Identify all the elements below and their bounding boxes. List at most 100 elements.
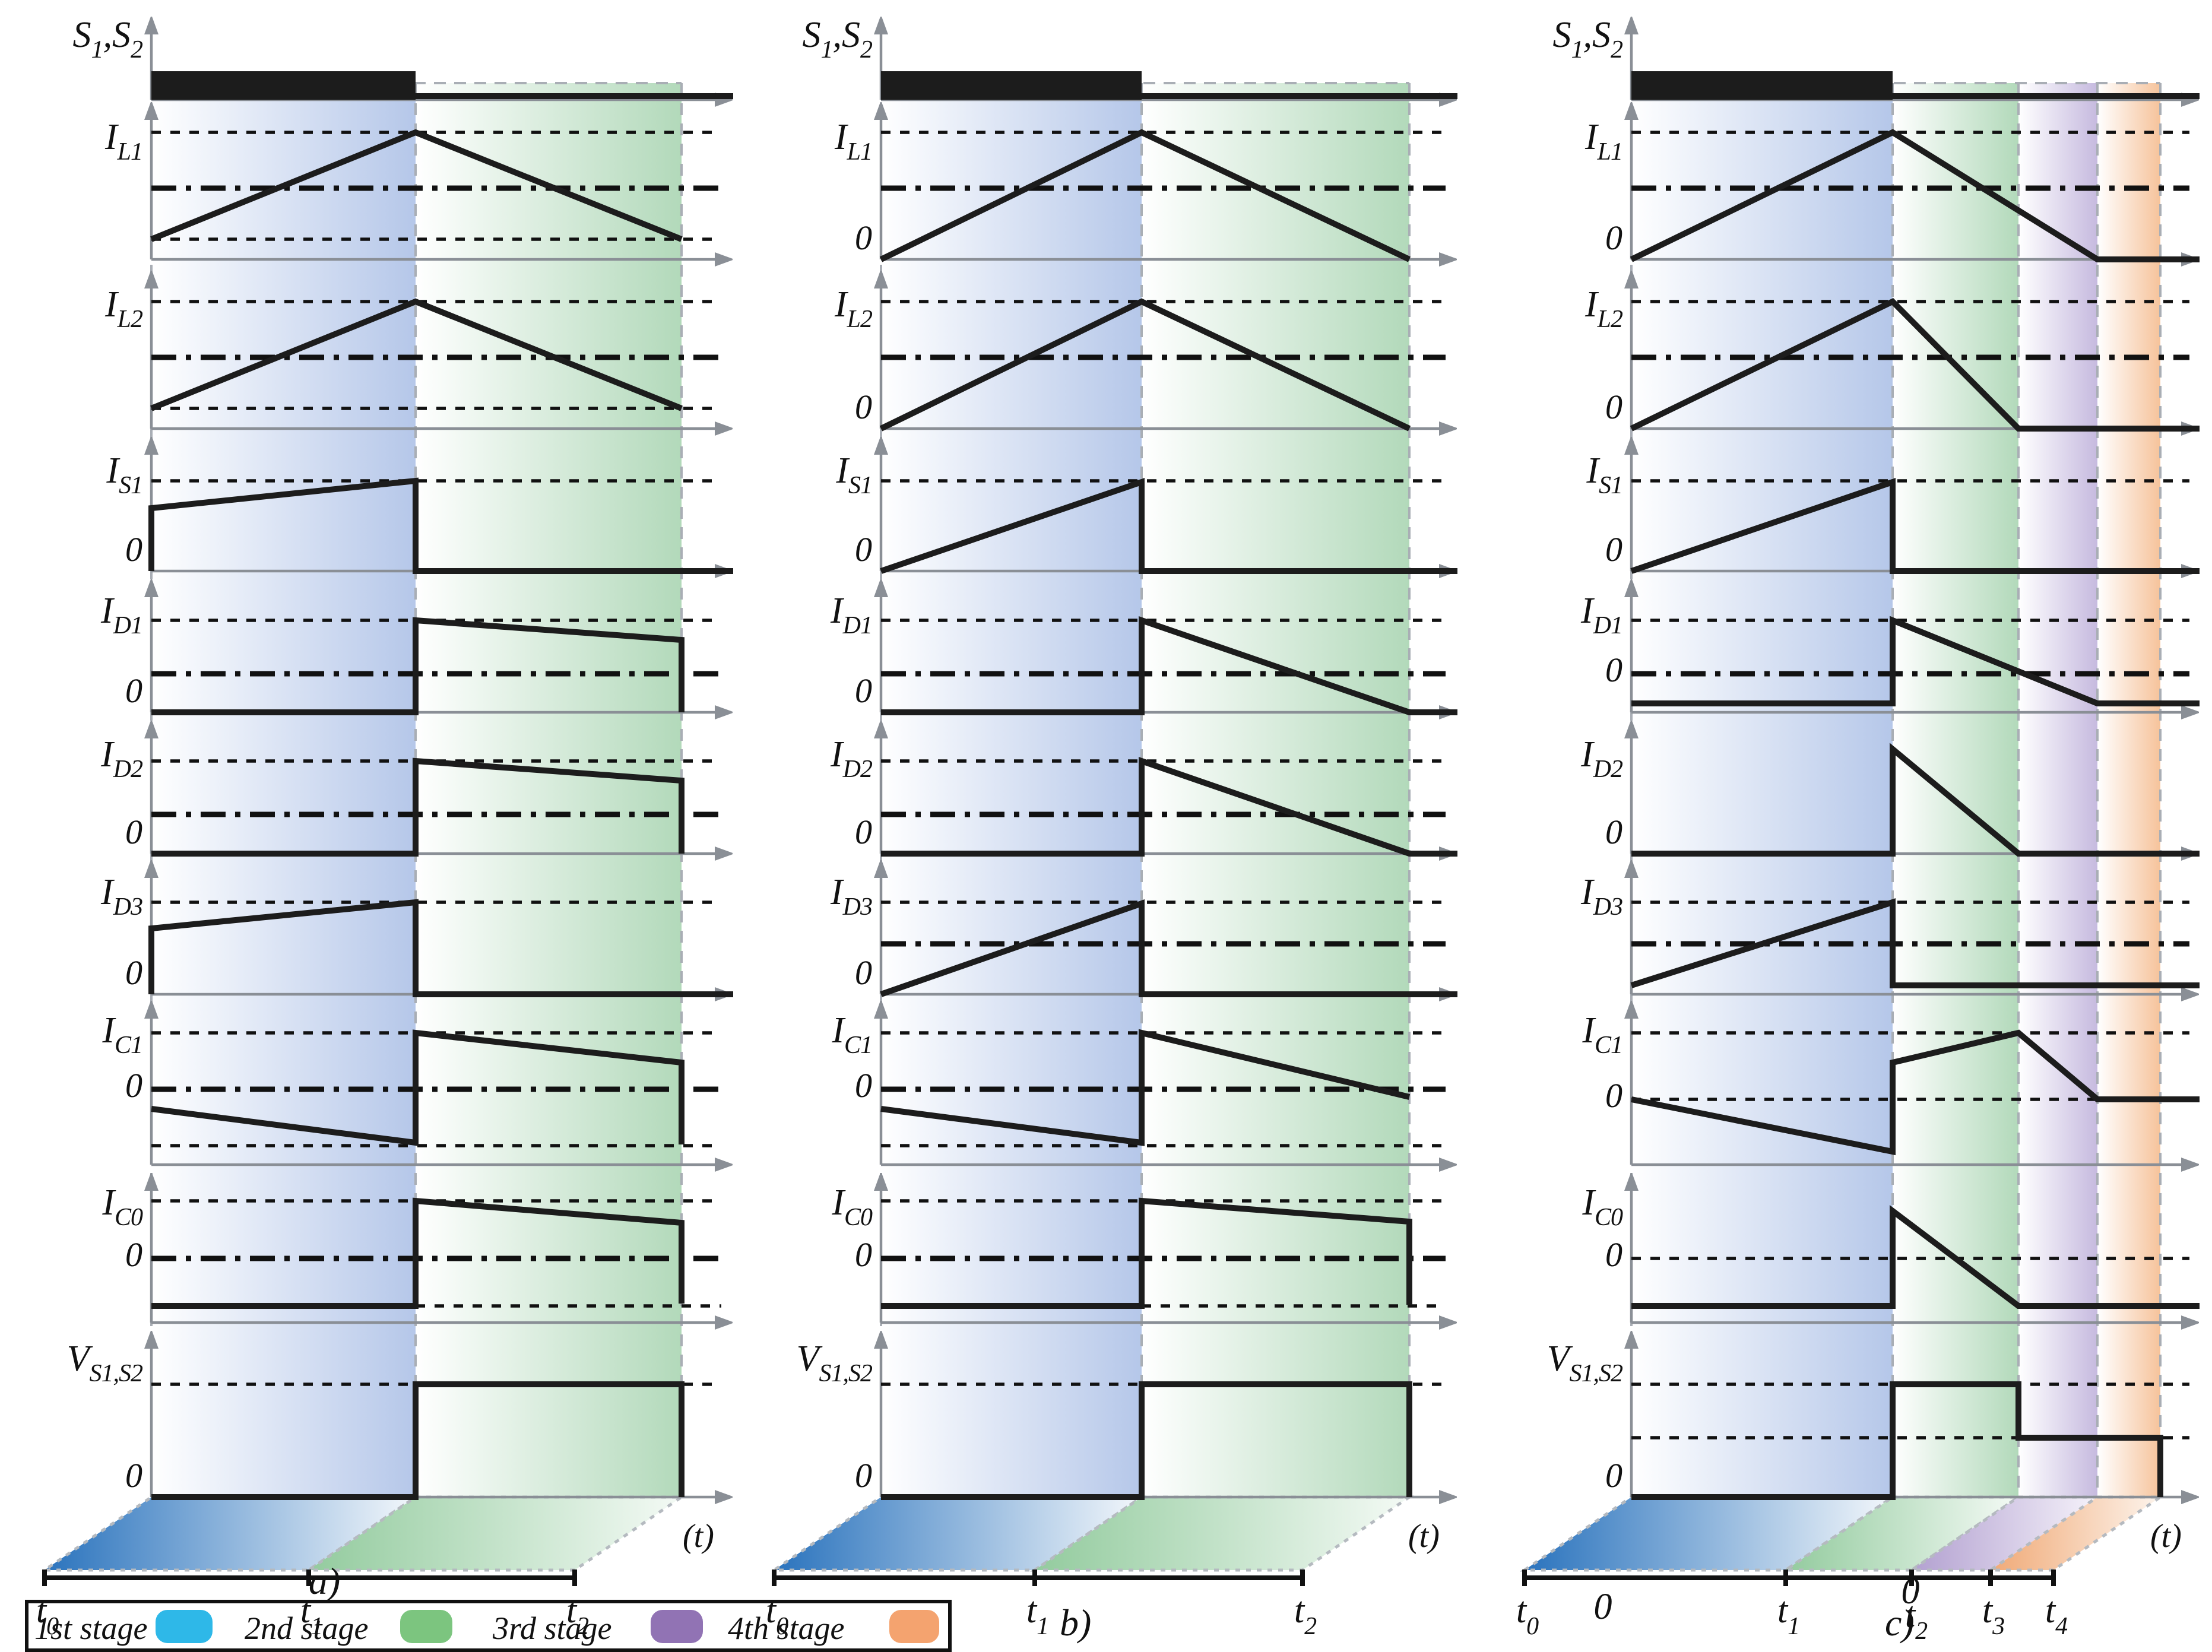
wave-il2-b (879, 298, 1411, 432)
time-label-t3-c: t3 (1982, 1590, 2005, 1640)
zero-id1-b: 0 (855, 671, 872, 710)
legend-label-3rd-stage: 3rd stage (493, 1610, 612, 1646)
signal-label-id1-c: ID1 (1581, 591, 1623, 639)
zero-id3-a: 0 (125, 953, 142, 992)
signal-label-s1s2-b: S1,S2 (802, 15, 873, 64)
zero-vs-b: 0 (855, 1456, 872, 1495)
signal-label-s1s2-a: S1,S2 (72, 15, 144, 64)
wave-ic0-c (1631, 1204, 2200, 1309)
wave-id2-c (1631, 743, 2200, 857)
signal-label-il1-c: IL1 (1584, 117, 1623, 166)
zero-il1-b: 0 (855, 218, 872, 257)
caption-b: b) (1060, 1602, 1092, 1644)
signal-label-ic1-a: IC1 (102, 1010, 143, 1059)
time-label-t1-b: t1 (1026, 1590, 1050, 1640)
zero-il2-b: 0 (855, 388, 872, 426)
wave-id1-b (881, 616, 1457, 715)
legend-swatch-2nd-stage (400, 1610, 452, 1643)
wave-ic0-a (151, 1197, 684, 1309)
signal-label-il1-a: IL1 (104, 117, 143, 166)
legend-swatch-1st-stage (156, 1610, 213, 1643)
zero-id1-c: 0 (1605, 651, 1622, 689)
signal-label-id3-c: ID3 (1581, 872, 1623, 921)
wave-is1-b (880, 478, 1457, 574)
signal-label-il1-b: IL1 (834, 117, 873, 166)
wave-ic0-b (881, 1197, 1412, 1309)
signal-label-ic0-a: IC0 (102, 1182, 143, 1231)
zero-is1-c: 0 (1605, 530, 1622, 569)
wave-il2-c (1630, 297, 2200, 432)
signal-label-id1-a: ID1 (101, 591, 143, 639)
time-label-t1-a: t1 (300, 1590, 324, 1640)
average-lines (151, 185, 2189, 1261)
zero-id2-b: 0 (855, 813, 872, 851)
legend-label-2nd-stage: 2nd stage (245, 1610, 369, 1646)
time-label-t4-c: t4 (2045, 1590, 2068, 1640)
zero-ic1-c: 0 (1605, 1076, 1622, 1115)
time-label-t0-b: t0 (765, 1590, 789, 1640)
t-axis-symbol-a: (t) (683, 1518, 714, 1555)
wave-il2-a (150, 298, 683, 411)
signal-label-vs1s2-c: VS1,S2 (1547, 1339, 1623, 1387)
time-label-zero1-c: 0 (1593, 1587, 1612, 1627)
wave-id1-c (1631, 616, 2200, 706)
zero-is1-b: 0 (855, 530, 872, 569)
wave-id2-a (151, 757, 684, 857)
wave-id3-a (148, 899, 733, 997)
zero-ic0-c: 0 (1605, 1235, 1622, 1274)
signal-label-il2-a: IL2 (104, 284, 143, 333)
wave-il1-a (150, 129, 683, 242)
zero-il1-c: 0 (1605, 218, 1622, 257)
wave-id3-b (880, 899, 1457, 997)
signal-label-id1-b: ID1 (831, 591, 873, 639)
zero-ic0-b: 0 (855, 1235, 872, 1274)
signal-label-id2-b: ID2 (831, 734, 873, 783)
legend-label-1st-stage: 1st stage (34, 1610, 148, 1646)
wave-vs-a (151, 1381, 684, 1500)
wave-is1-c (1630, 478, 2200, 574)
t-axis-symbol-b: (t) (1408, 1518, 1440, 1555)
time-label-t1-c: t1 (1777, 1590, 1801, 1640)
time-label-t0-c: t0 (1516, 1590, 1539, 1640)
time-label-t2-c: t2 (1904, 1595, 1928, 1645)
zero-id2-c: 0 (1605, 813, 1622, 851)
zero-id1-a: 0 (125, 671, 142, 710)
zero-vs-a: 0 (125, 1456, 142, 1495)
signal-label-ic1-c: IC1 (1582, 1010, 1623, 1059)
wave-is1-a (148, 477, 733, 574)
gate-bar-a (151, 71, 416, 100)
waveforms (148, 71, 2200, 1500)
time-planes (39, 1495, 2166, 1572)
stage-bands (151, 83, 2160, 1497)
wave-id3-c (1630, 898, 2200, 988)
signal-label-il2-c: IL2 (1584, 284, 1623, 333)
zero-vs-c: 0 (1605, 1456, 1622, 1495)
signal-label-ic0-c: IC0 (1582, 1182, 1623, 1231)
wave-il1-c (1630, 129, 2200, 262)
signal-label-id3-b: ID3 (831, 872, 873, 921)
wave-ic1-a (151, 1029, 684, 1146)
zero-ic1-b: 0 (855, 1066, 872, 1105)
wave-vs-c (1631, 1381, 2163, 1500)
caption-a: a) (309, 1560, 341, 1602)
zero-il2-c: 0 (1605, 388, 1622, 426)
t-axis-symbol-c: (t) (2150, 1518, 2182, 1555)
time-label-t2-a: t2 (566, 1590, 590, 1640)
zero-id3-b: 0 (855, 953, 872, 992)
gate-bar-b (881, 71, 1142, 100)
signal-label-vs1s2-b: VS1,S2 (796, 1339, 873, 1387)
wave-ic1-c (1631, 1029, 2200, 1156)
time-label-t2-b: t2 (1294, 1590, 1317, 1640)
caption-c: c) (1885, 1602, 1915, 1644)
legend-swatch-3rd-stage (651, 1610, 703, 1643)
wave-id1-a (151, 617, 684, 715)
gate-bar-c (1631, 71, 1893, 100)
zero-ic0-a: 0 (125, 1235, 142, 1274)
legend-label-4th-stage: 4th stage (728, 1610, 845, 1646)
signal-label-il2-b: IL2 (834, 284, 873, 333)
signal-label-ic0-b: IC0 (832, 1182, 873, 1231)
signal-label-id2-a: ID2 (101, 734, 143, 783)
zero-is1-a: 0 (125, 530, 142, 569)
